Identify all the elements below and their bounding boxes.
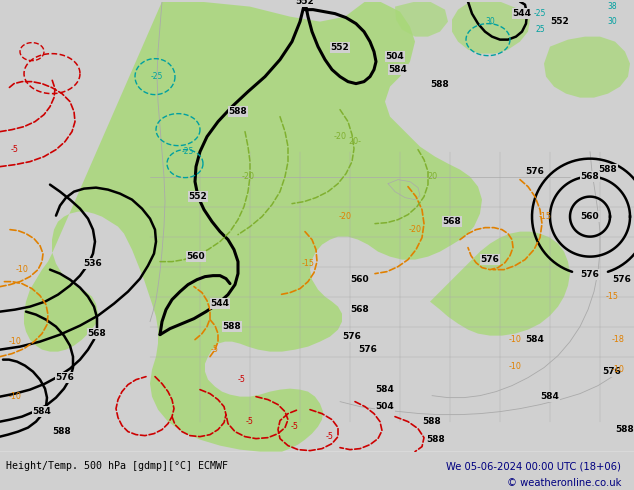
Text: 576: 576 xyxy=(612,275,631,284)
Text: -5: -5 xyxy=(326,432,334,441)
Polygon shape xyxy=(430,232,570,336)
Text: -15: -15 xyxy=(302,259,314,268)
Text: -25: -25 xyxy=(182,147,194,156)
Text: -5: -5 xyxy=(291,422,299,431)
Text: 536: 536 xyxy=(84,259,102,268)
Text: 588: 588 xyxy=(598,165,618,174)
Text: -10: -10 xyxy=(508,362,521,371)
Text: -25: -25 xyxy=(534,9,546,18)
Text: 552: 552 xyxy=(295,0,314,6)
Text: 504: 504 xyxy=(375,402,394,411)
Text: -10: -10 xyxy=(9,337,22,346)
Text: 576: 576 xyxy=(56,373,74,382)
Text: 584: 584 xyxy=(32,407,51,416)
Text: 588: 588 xyxy=(229,107,247,116)
Text: -10: -10 xyxy=(16,265,29,274)
Text: 588: 588 xyxy=(616,425,634,434)
Text: -20: -20 xyxy=(333,132,347,141)
Text: 584: 584 xyxy=(375,385,394,394)
Polygon shape xyxy=(452,1,530,53)
Text: 544: 544 xyxy=(210,299,230,308)
Text: -18: -18 xyxy=(612,335,624,344)
Text: 568: 568 xyxy=(351,305,370,314)
Text: 20-: 20- xyxy=(349,137,361,146)
Text: 30: 30 xyxy=(607,17,617,26)
Text: 560: 560 xyxy=(351,275,370,284)
Text: 584: 584 xyxy=(526,335,545,344)
Text: 560: 560 xyxy=(581,212,599,221)
Text: 552: 552 xyxy=(189,192,207,201)
Text: 25: 25 xyxy=(535,25,545,34)
Text: 588: 588 xyxy=(53,427,72,436)
Polygon shape xyxy=(24,1,482,452)
Text: 588: 588 xyxy=(427,435,445,444)
Text: 576: 576 xyxy=(602,367,621,376)
Text: -10: -10 xyxy=(508,335,521,344)
Text: -15: -15 xyxy=(605,292,619,301)
Text: 568: 568 xyxy=(581,172,599,181)
Text: -25: -25 xyxy=(151,72,163,81)
Text: 568: 568 xyxy=(87,329,107,338)
Text: 576: 576 xyxy=(481,255,500,264)
Text: Height/Temp. 500 hPa [gdmp][°C] ECMWF: Height/Temp. 500 hPa [gdmp][°C] ECMWF xyxy=(6,462,228,471)
Text: 588: 588 xyxy=(430,80,450,89)
Text: 576: 576 xyxy=(342,332,361,341)
Text: 576: 576 xyxy=(359,345,377,354)
Text: -10: -10 xyxy=(9,392,22,401)
Text: -5: -5 xyxy=(11,145,19,154)
Text: 544: 544 xyxy=(512,9,531,18)
Text: -20: -20 xyxy=(242,172,254,181)
Text: -15: -15 xyxy=(538,212,552,221)
Text: -5: -5 xyxy=(246,417,254,426)
Text: -5: -5 xyxy=(211,345,219,354)
Text: 30: 30 xyxy=(485,17,495,26)
Text: 584: 584 xyxy=(541,392,559,401)
Text: 568: 568 xyxy=(443,217,462,226)
Text: -20: -20 xyxy=(408,225,422,234)
Text: 38: 38 xyxy=(607,2,617,11)
Text: © weatheronline.co.uk: © weatheronline.co.uk xyxy=(507,478,621,488)
Text: 576: 576 xyxy=(581,270,599,279)
Text: -20: -20 xyxy=(339,212,351,221)
Text: -10: -10 xyxy=(612,365,624,374)
Text: 588: 588 xyxy=(423,417,441,426)
Text: 552: 552 xyxy=(330,43,349,52)
Text: 576: 576 xyxy=(526,167,545,176)
Text: -5: -5 xyxy=(238,375,246,384)
Text: 504: 504 xyxy=(385,52,404,61)
Text: 584: 584 xyxy=(389,65,408,74)
Text: 588: 588 xyxy=(223,322,242,331)
Text: 560: 560 xyxy=(186,252,205,261)
Polygon shape xyxy=(395,1,448,37)
Text: 20: 20 xyxy=(427,172,437,181)
Polygon shape xyxy=(544,37,630,98)
Text: We 05-06-2024 00:00 UTC (18+06): We 05-06-2024 00:00 UTC (18+06) xyxy=(446,462,621,471)
Text: 552: 552 xyxy=(550,17,569,26)
